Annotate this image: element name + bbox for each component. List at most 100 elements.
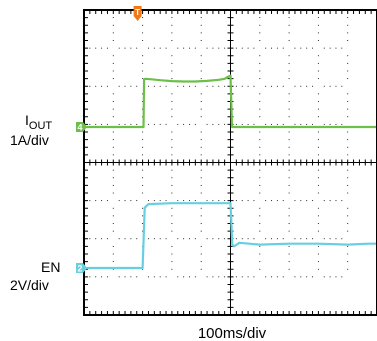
grid-dot bbox=[171, 215, 173, 217]
grid-dot bbox=[259, 62, 261, 64]
grid-dot bbox=[165, 200, 167, 202]
grid-dot bbox=[112, 261, 114, 263]
grid-dot bbox=[112, 131, 114, 133]
trigger-marker bbox=[133, 6, 142, 21]
grid-dot bbox=[200, 131, 202, 133]
grid-dot bbox=[171, 261, 173, 263]
grid-dot bbox=[171, 108, 173, 110]
grid-dot bbox=[253, 276, 255, 278]
grid-dot bbox=[300, 276, 302, 278]
grid-dot bbox=[276, 85, 278, 87]
grid-dot bbox=[177, 47, 179, 49]
grid-dot bbox=[153, 276, 155, 278]
grid-dot bbox=[171, 116, 173, 118]
grid-dot bbox=[265, 238, 267, 240]
grid-dot bbox=[142, 184, 144, 186]
grid-dot bbox=[259, 131, 261, 133]
grid-dot bbox=[142, 169, 144, 171]
grid-dot bbox=[323, 85, 325, 87]
grid-dot bbox=[212, 200, 214, 202]
grid-dot bbox=[259, 261, 261, 263]
grid-dot bbox=[300, 47, 302, 49]
grid-dot bbox=[317, 184, 319, 186]
grid-dot bbox=[247, 85, 249, 87]
grid-dot bbox=[259, 215, 261, 217]
grid-dot bbox=[341, 200, 343, 202]
grid-dot bbox=[329, 238, 331, 240]
grid-dot bbox=[282, 85, 284, 87]
grid-dot bbox=[171, 17, 173, 19]
grid-dot bbox=[142, 215, 144, 217]
grid-dot bbox=[200, 154, 202, 156]
grid-dot bbox=[112, 169, 114, 171]
grid-dot bbox=[171, 230, 173, 232]
grid-dot bbox=[259, 253, 261, 255]
grid-dot bbox=[171, 154, 173, 156]
grid-dot bbox=[265, 200, 267, 202]
grid-dot bbox=[335, 47, 337, 49]
grid-dot bbox=[147, 238, 150, 240]
grid-dot bbox=[112, 245, 114, 247]
grid-dot bbox=[118, 85, 120, 87]
grid-dot bbox=[329, 85, 331, 87]
grid-dot bbox=[106, 200, 108, 202]
grid-dot bbox=[153, 238, 155, 240]
grid-dot bbox=[347, 177, 349, 179]
grid-dot bbox=[212, 123, 214, 125]
grid-dot bbox=[300, 200, 302, 202]
grid-dot bbox=[347, 62, 349, 64]
grid-dot bbox=[101, 238, 103, 240]
grid-dot bbox=[317, 93, 319, 95]
grid-dot bbox=[288, 261, 290, 263]
grid-dot bbox=[347, 78, 349, 80]
grid-dot bbox=[112, 154, 114, 156]
grid-dot bbox=[200, 169, 202, 171]
grid-dot bbox=[212, 276, 214, 278]
grid-dot bbox=[317, 131, 319, 133]
grid-dot bbox=[194, 123, 196, 125]
grid-dot bbox=[130, 276, 132, 278]
grid-dot bbox=[241, 200, 243, 202]
grid-dot bbox=[323, 276, 325, 278]
grid-dot bbox=[288, 253, 290, 255]
grid-dot bbox=[288, 39, 290, 42]
grid-dot bbox=[171, 62, 173, 64]
grid-dot bbox=[288, 32, 290, 34]
grid-dot bbox=[142, 177, 144, 179]
grid-dot bbox=[171, 55, 173, 57]
grid-dot bbox=[142, 24, 144, 26]
grid-dot bbox=[317, 100, 319, 103]
grid-dot bbox=[282, 276, 284, 278]
grid-dot bbox=[118, 276, 120, 278]
grid-dot bbox=[130, 85, 132, 87]
grid-dot bbox=[347, 268, 349, 270]
grid-dot bbox=[224, 238, 226, 240]
grid-dot bbox=[171, 184, 173, 186]
grid-dot bbox=[288, 62, 290, 64]
grid-dot bbox=[200, 146, 202, 148]
grid-dot bbox=[101, 276, 103, 278]
grid-dot bbox=[200, 116, 202, 118]
grid-dot bbox=[124, 47, 126, 49]
grid-dot bbox=[136, 276, 138, 278]
grid-dot bbox=[288, 93, 290, 95]
grid-dot bbox=[270, 238, 273, 240]
grid-dot bbox=[311, 200, 314, 202]
grid-dot bbox=[159, 123, 161, 125]
grid-dot bbox=[171, 245, 173, 247]
grid-dot bbox=[288, 78, 290, 80]
grid-dot bbox=[218, 123, 220, 125]
grid-dot bbox=[259, 139, 261, 141]
grid-dot bbox=[329, 123, 331, 125]
grid-dot bbox=[247, 47, 249, 49]
grid-dot bbox=[323, 200, 325, 202]
grid-dot bbox=[317, 108, 319, 110]
grid-dot bbox=[259, 93, 261, 95]
grid-dot bbox=[153, 85, 155, 87]
grid-dot bbox=[288, 207, 290, 209]
grid-dot bbox=[317, 245, 319, 247]
grid-dot bbox=[288, 146, 290, 148]
grid-dot bbox=[317, 253, 319, 255]
grid-dot bbox=[142, 131, 144, 133]
